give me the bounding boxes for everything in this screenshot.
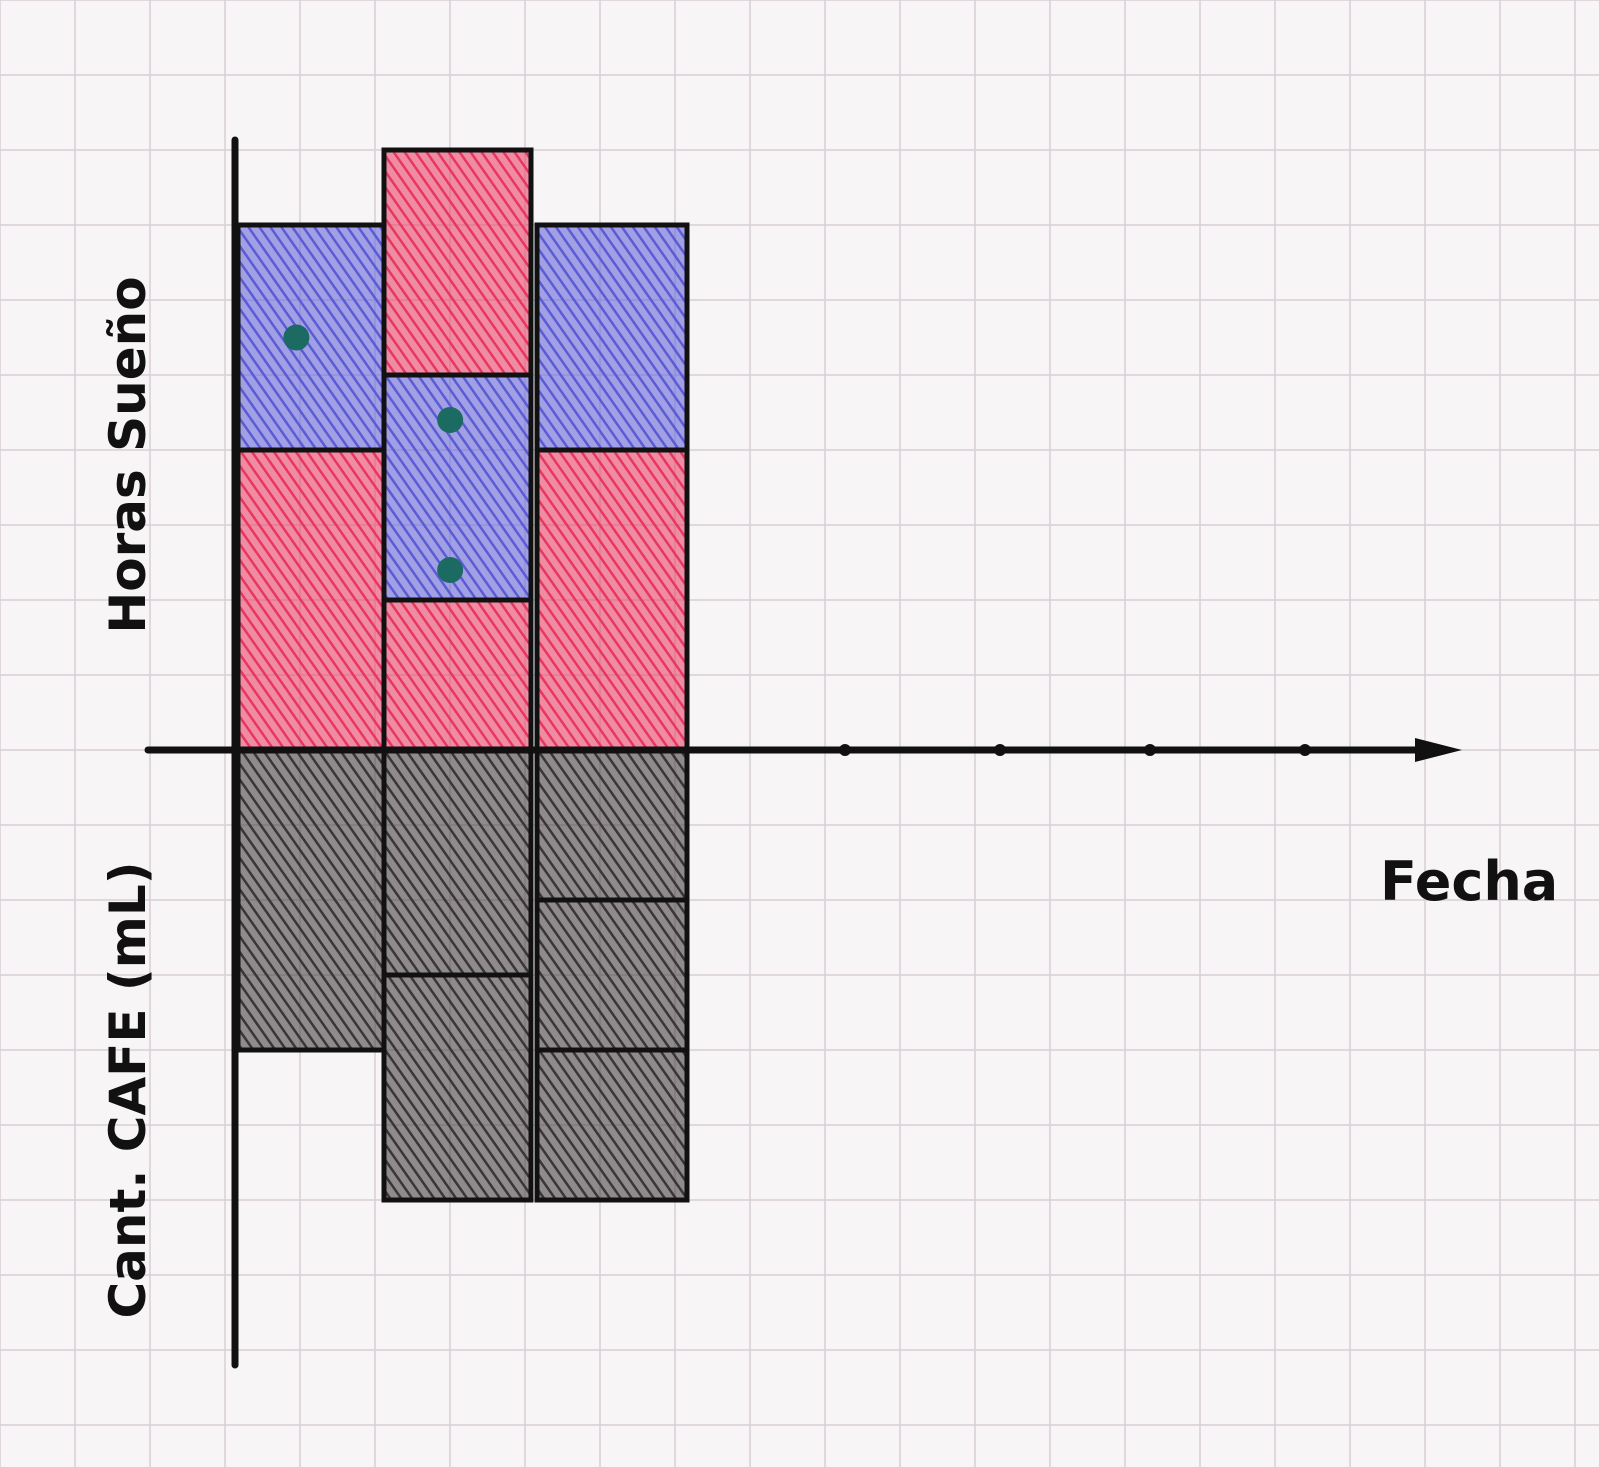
coffee-bar-1-segment-1 — [235, 747, 387, 1053]
bars — [235, 147, 690, 1203]
axes — [144, 136, 1462, 1369]
y-axis-label-coffee: Cant. CAFE (mL) — [99, 861, 157, 1318]
y-axis-label-sleep: Horas Sueño — [99, 276, 157, 633]
sleep-bar-3-segment-1 — [534, 222, 690, 453]
marker-dot-2 — [437, 407, 464, 433]
coffee-bar-3-segment-2 — [534, 897, 690, 1053]
sleep-bar-3-segment-2 — [534, 447, 690, 753]
x-axis-arrow-icon — [1415, 738, 1462, 762]
sleep-bar-1-segment-1 — [235, 222, 387, 453]
sleep-bar-1-segment-2 — [235, 447, 387, 753]
marker-dot-3 — [437, 557, 464, 583]
x-axis-label: Fecha — [1380, 850, 1558, 913]
coffee-bar-2-segment-1 — [381, 747, 534, 978]
x-axis-tick-1 — [839, 744, 851, 756]
coffee-bar-3-segment-3 — [534, 1047, 690, 1203]
sleep-bar-2-segment-3 — [381, 597, 534, 753]
x-axis-tick-3 — [1144, 744, 1156, 756]
x-axis-tick-2 — [994, 744, 1006, 756]
x-axis-tick-4 — [1299, 744, 1311, 756]
coffee-bar-2-segment-2 — [381, 972, 534, 1203]
sleep-bar-2-segment-1 — [381, 147, 534, 378]
marker-dot-1 — [283, 324, 310, 351]
coffee-bar-3-segment-1 — [534, 747, 690, 903]
